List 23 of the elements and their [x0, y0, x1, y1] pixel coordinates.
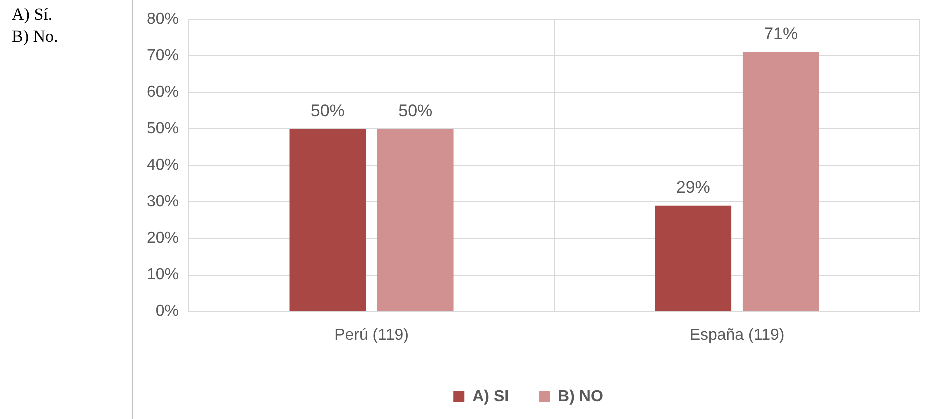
y-tick-label: 70%: [146, 48, 180, 65]
legend-label: B) NO: [558, 388, 604, 406]
y-tick-label: 30%: [146, 194, 180, 211]
y-tick-label: 10%: [146, 266, 180, 284]
bar: [377, 129, 454, 312]
legend-label: A) SI: [472, 388, 510, 406]
text: B) No.: [12, 26, 60, 48]
x-tick-label: España (119): [690, 326, 785, 344]
y-tick-label: 20%: [146, 230, 180, 248]
data-label: 71%: [764, 24, 798, 44]
bar: [290, 129, 366, 312]
bar: [655, 206, 732, 312]
y-tick-label: 50%: [146, 120, 180, 138]
data-label: 29%: [676, 178, 710, 198]
y-tick-label: 0%: [156, 303, 180, 320]
bar: [742, 52, 820, 312]
x-tick-label: Perú (119): [334, 326, 409, 344]
y-tick-label: 80%: [146, 11, 180, 28]
y-tick-label: 60%: [146, 84, 180, 102]
data-label: 50%: [310, 101, 345, 120]
data-label: 50%: [398, 101, 433, 120]
text: A) Sí.: [12, 4, 54, 26]
y-tick-label: 40%: [146, 157, 180, 174]
